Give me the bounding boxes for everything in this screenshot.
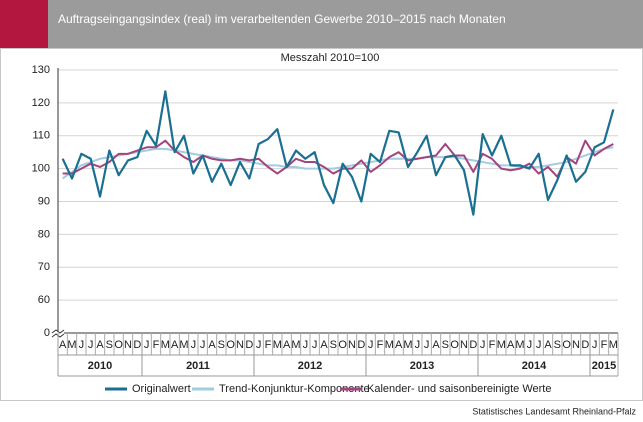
x-tick-label: N — [348, 339, 356, 351]
x-tick-label: J — [79, 339, 85, 351]
x-tick-label: A — [171, 339, 179, 351]
x-tick-label: O — [114, 339, 123, 351]
y-tick-label: 60 — [38, 294, 50, 306]
x-tick-label: J — [592, 339, 598, 351]
x-tick-label: M — [179, 339, 188, 351]
year-label: 2012 — [298, 360, 322, 372]
x-tick-label: M — [609, 339, 618, 351]
x-tick-label: J — [368, 339, 374, 351]
x-tick-label: M — [67, 339, 76, 351]
x-tick-label: J — [200, 339, 206, 351]
legend-label: Originalwert — [132, 383, 191, 395]
y-tick-label: 70 — [38, 261, 50, 273]
y-tick-label: 130 — [32, 64, 50, 76]
x-tick-label: A — [208, 339, 216, 351]
x-tick-label: O — [338, 339, 347, 351]
y-tick-label: 80 — [38, 228, 50, 240]
y-tick-label: 110 — [32, 130, 50, 142]
chart-subtitle: Messzahl 2010=100 — [281, 52, 380, 64]
x-tick-label: A — [283, 339, 291, 351]
x-tick-label: J — [256, 339, 262, 351]
x-tick-label: A — [507, 339, 515, 351]
x-tick-label: J — [536, 339, 542, 351]
x-tick-label: M — [291, 339, 300, 351]
x-tick-label: J — [144, 339, 150, 351]
series-line — [62, 139, 614, 178]
x-tick-label: A — [320, 339, 328, 351]
x-tick-label: M — [403, 339, 412, 351]
x-tick-label: F — [377, 339, 384, 351]
chart-title: Auftragseingangsindex (real) im verarbei… — [58, 12, 506, 26]
x-tick-label: N — [236, 339, 244, 351]
header-accent — [0, 0, 48, 48]
y-tick-label: 0 — [44, 327, 50, 339]
x-tick-label: J — [527, 339, 533, 351]
year-label: 2010 — [88, 360, 112, 372]
x-tick-label: O — [450, 339, 459, 351]
x-tick-label: F — [265, 339, 272, 351]
x-tick-label: O — [226, 339, 235, 351]
x-tick-label: M — [161, 339, 170, 351]
x-tick-label: J — [312, 339, 318, 351]
x-tick-label: D — [133, 339, 141, 351]
x-tick-label: M — [497, 339, 506, 351]
chart-frame — [0, 48, 643, 401]
y-tick-label: 120 — [32, 97, 50, 109]
x-tick-label: J — [424, 339, 430, 351]
x-tick-label: D — [245, 339, 253, 351]
x-tick-label: M — [385, 339, 394, 351]
source-note: Statistisches Landesamt Rheinland-Pfalz — [472, 406, 636, 416]
x-tick-label: D — [357, 339, 365, 351]
x-tick-label: M — [273, 339, 282, 351]
series-line — [61, 90, 615, 216]
x-tick-label: A — [59, 339, 67, 351]
x-tick-label: O — [562, 339, 571, 351]
x-tick-label: A — [432, 339, 440, 351]
x-tick-label: F — [153, 339, 160, 351]
x-tick-label: S — [554, 339, 561, 351]
axis-break — [51, 329, 65, 334]
year-label: 2011 — [186, 360, 210, 372]
legend-label: Kalender- und saisonbereinigte Werte — [367, 383, 551, 395]
year-label: 2015 — [592, 360, 616, 372]
x-tick-label: J — [88, 339, 94, 351]
y-tick-label: 100 — [32, 163, 50, 175]
x-tick-label: A — [544, 339, 552, 351]
x-tick-label: F — [489, 339, 496, 351]
x-tick-label: J — [415, 339, 421, 351]
y-tick-label: 90 — [38, 195, 50, 207]
x-tick-label: D — [469, 339, 477, 351]
x-tick-label: F — [601, 339, 608, 351]
x-tick-label: S — [330, 339, 337, 351]
header-bar — [0, 0, 643, 48]
x-tick-label: S — [442, 339, 449, 351]
x-tick-label: A — [395, 339, 403, 351]
x-tick-label: S — [106, 339, 113, 351]
x-tick-label: S — [218, 339, 225, 351]
x-tick-label: N — [460, 339, 468, 351]
x-tick-label: J — [480, 339, 486, 351]
x-tick-label: N — [124, 339, 132, 351]
year-label: 2014 — [522, 360, 547, 372]
x-tick-label: M — [515, 339, 524, 351]
x-tick-label: A — [96, 339, 104, 351]
x-tick-label: D — [581, 339, 589, 351]
x-tick-label: N — [572, 339, 580, 351]
x-tick-label: J — [303, 339, 309, 351]
year-label: 2013 — [410, 360, 434, 372]
legend-label: Trend-Konjunktur-Komponente — [219, 383, 370, 395]
x-tick-label: J — [191, 339, 197, 351]
